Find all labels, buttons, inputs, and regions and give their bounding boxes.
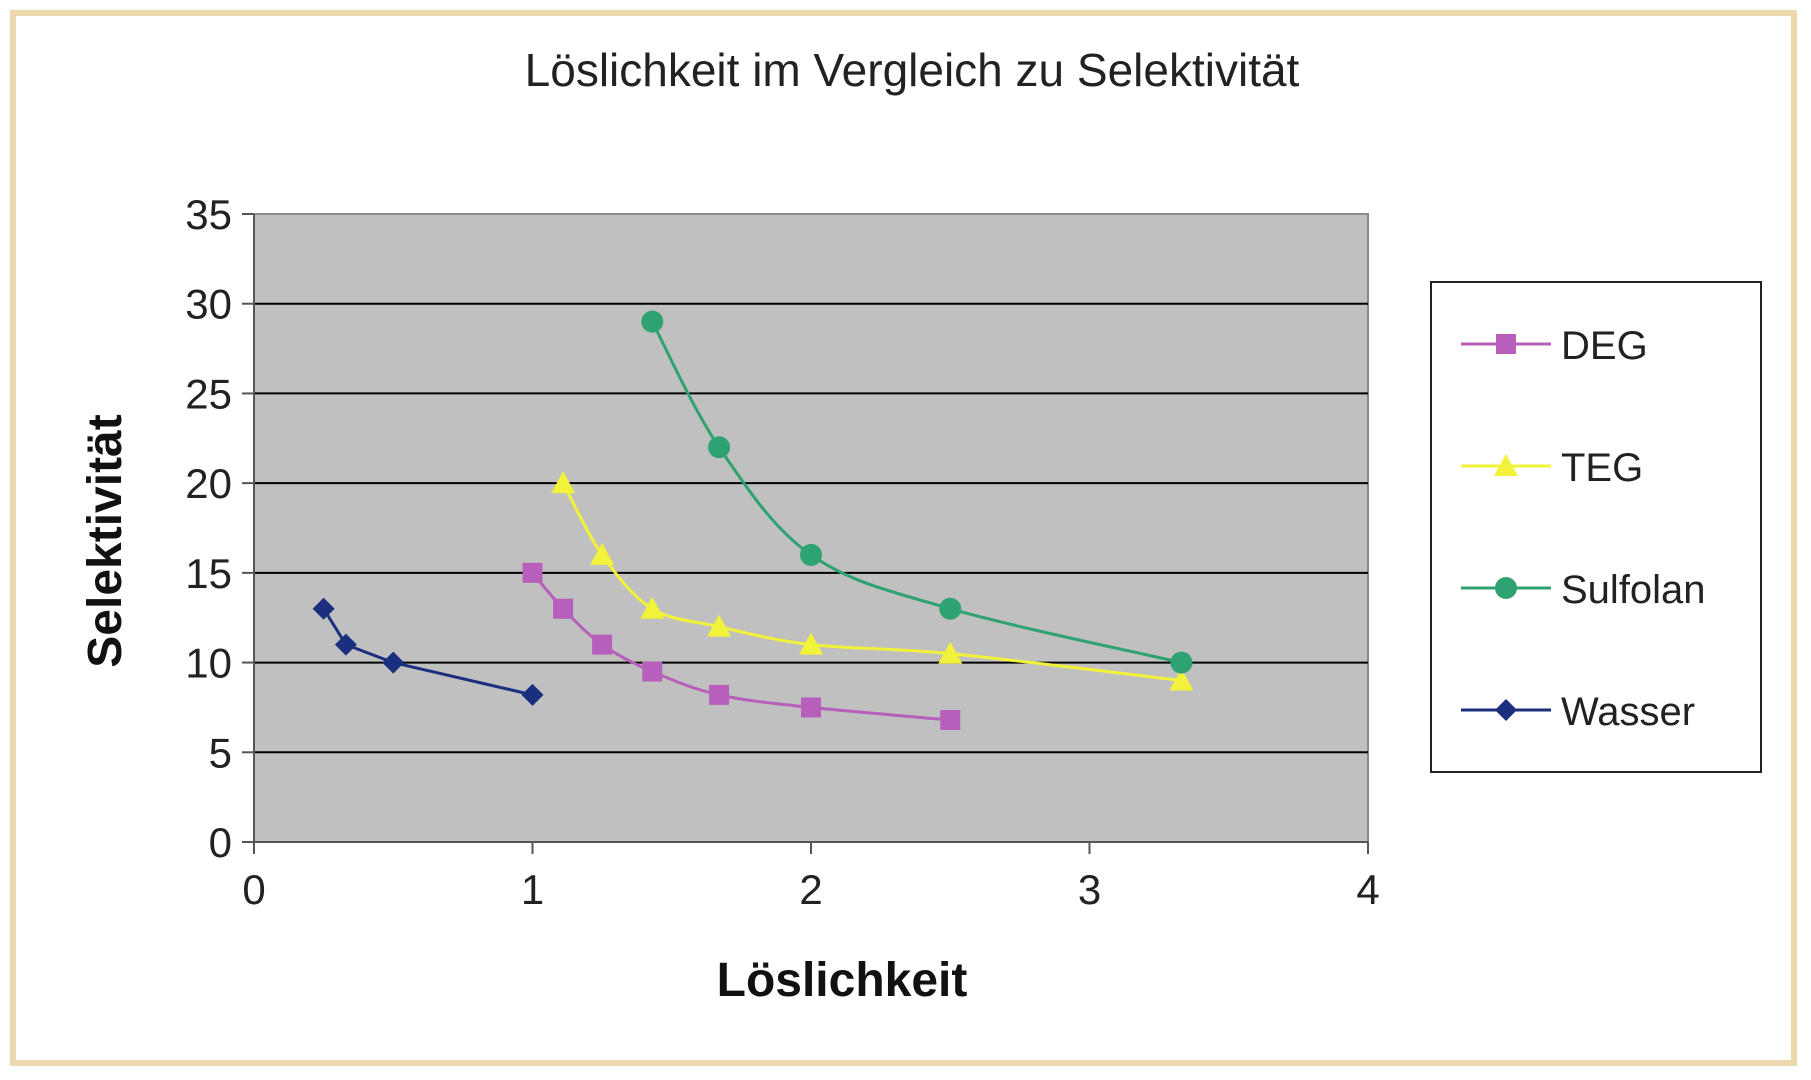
y-axis-label: Selektivität [79, 414, 132, 667]
data-point-teg [707, 614, 732, 637]
series-line-sulfolan [650, 320, 1182, 665]
y-tick-label: 35 [185, 191, 232, 238]
data-point-wasser [521, 683, 544, 706]
x-axis-label: Löslichkeit [717, 954, 968, 1007]
legend-box [1430, 281, 1762, 773]
data-point-teg [1169, 668, 1194, 691]
data-point-deg [709, 684, 730, 705]
x-tick-label: 4 [1356, 866, 1379, 913]
y-tick-label: 10 [185, 640, 232, 687]
data-point-sulfolan [800, 543, 822, 566]
data-point-wasser [382, 651, 405, 674]
data-point-sulfolan [1170, 651, 1193, 674]
legend-label-teg: TEG [1561, 446, 1643, 490]
data-point-deg [553, 598, 574, 619]
data-point-teg [640, 596, 665, 619]
y-tick-label: 20 [185, 460, 232, 507]
data-point-wasser [312, 597, 335, 620]
legend-marker-deg [1496, 334, 1516, 354]
y-tick-label: 0 [209, 819, 232, 866]
legend-marker-teg [1494, 454, 1518, 476]
y-tick-label: 15 [185, 550, 232, 597]
chart-frame: Löslichkeit im Vergleich zu Selektivität… [10, 10, 1797, 1066]
chart-svg: Löslichkeit im Vergleich zu Selektivität… [79, 44, 1762, 1007]
chart-title: Löslichkeit im Vergleich zu Selektivität [525, 44, 1300, 96]
data-point-sulfolan [641, 310, 664, 333]
plot-background [253, 213, 1369, 843]
legend-label-wasser: Wasser [1561, 690, 1695, 734]
data-point-deg [940, 709, 961, 730]
x-tick-label: 0 [242, 866, 265, 913]
data-point-teg [551, 471, 576, 494]
y-tick-label: 25 [185, 370, 232, 417]
legend: DEG TEG Sulfolan Wasser [1430, 281, 1762, 773]
data-point-sulfolan [708, 436, 731, 459]
plot-area: 0 5 10 15 20 25 30 35 0 1 2 3 4 [185, 191, 1379, 913]
legend-label-deg: DEG [1561, 324, 1648, 368]
data-point-teg [590, 542, 615, 565]
legend-marker-sulfolan [1495, 577, 1517, 599]
data-point-wasser [334, 633, 357, 656]
data-point-teg [799, 632, 823, 655]
x-tick-label: 3 [1078, 866, 1101, 913]
legend-marker-wasser [1495, 699, 1517, 721]
legend-label-sulfolan: Sulfolan [1561, 568, 1706, 612]
data-point-sulfolan [939, 597, 962, 620]
series-line-wasser [322, 607, 533, 697]
y-tick-label: 5 [209, 729, 232, 776]
x-tick-label: 1 [521, 866, 544, 913]
y-tick-label: 30 [185, 281, 232, 328]
data-point-deg [592, 634, 613, 655]
data-point-deg [801, 697, 821, 718]
data-point-deg [642, 661, 663, 682]
data-point-teg [938, 641, 963, 664]
x-tick-label: 2 [799, 866, 822, 913]
data-point-deg [522, 562, 543, 583]
